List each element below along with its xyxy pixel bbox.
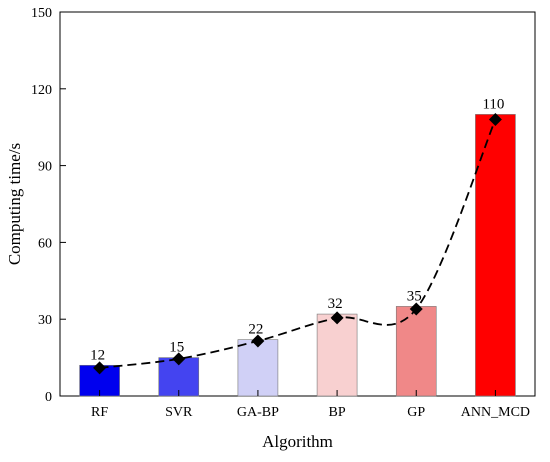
y-tick-label-120: 120: [31, 83, 52, 98]
data-label-2: 22: [248, 322, 263, 338]
data-labels: 12 15 22 32 35 110: [90, 96, 504, 363]
trend-marker-5: [488, 113, 502, 127]
x-tick-label-gp: GP: [407, 405, 425, 420]
x-tick-label-bp: BP: [329, 405, 346, 420]
x-tick-label-ann-mcd: ANN_MCD: [461, 405, 530, 420]
bar-series: [79, 114, 516, 397]
y-axis: 0 30 60 90 120 150: [31, 6, 66, 405]
data-label-4: 35: [407, 288, 422, 304]
data-label-1: 15: [169, 340, 184, 356]
plot-frame: [59, 11, 536, 397]
plot-area: [59, 11, 536, 397]
y-tick-label-90: 90: [38, 160, 52, 175]
bar-ga-bp: [237, 339, 279, 397]
trend-marker-1: [172, 352, 186, 366]
trend-marker-2: [251, 334, 265, 348]
trend-marker-0: [93, 361, 107, 375]
y-tick-label-0: 0: [45, 390, 52, 405]
data-label-3: 32: [328, 296, 343, 312]
y-tick-label-150: 150: [31, 6, 52, 21]
trend-line-group: [93, 113, 502, 375]
x-axis: RF SVR GA-BP BP GP ANN_MCD: [91, 390, 530, 420]
y-axis-title: Computing time/s: [5, 143, 24, 265]
y-tick-label-30: 30: [38, 313, 52, 328]
data-label-0: 12: [90, 347, 105, 363]
trend-marker-4: [409, 302, 423, 316]
trend-line: [99, 119, 497, 369]
x-tick-label-rf: RF: [91, 405, 108, 420]
x-tick-label-ga-bp: GA-BP: [237, 405, 279, 420]
bar-bp: [316, 313, 358, 397]
x-tick-label-svr: SVR: [165, 405, 193, 420]
bar-gp: [395, 306, 437, 397]
x-axis-title: Algorithm: [262, 432, 333, 451]
y-tick-label-60: 60: [38, 236, 52, 251]
trend-marker-3: [330, 311, 344, 325]
data-label-5: 110: [482, 96, 504, 112]
